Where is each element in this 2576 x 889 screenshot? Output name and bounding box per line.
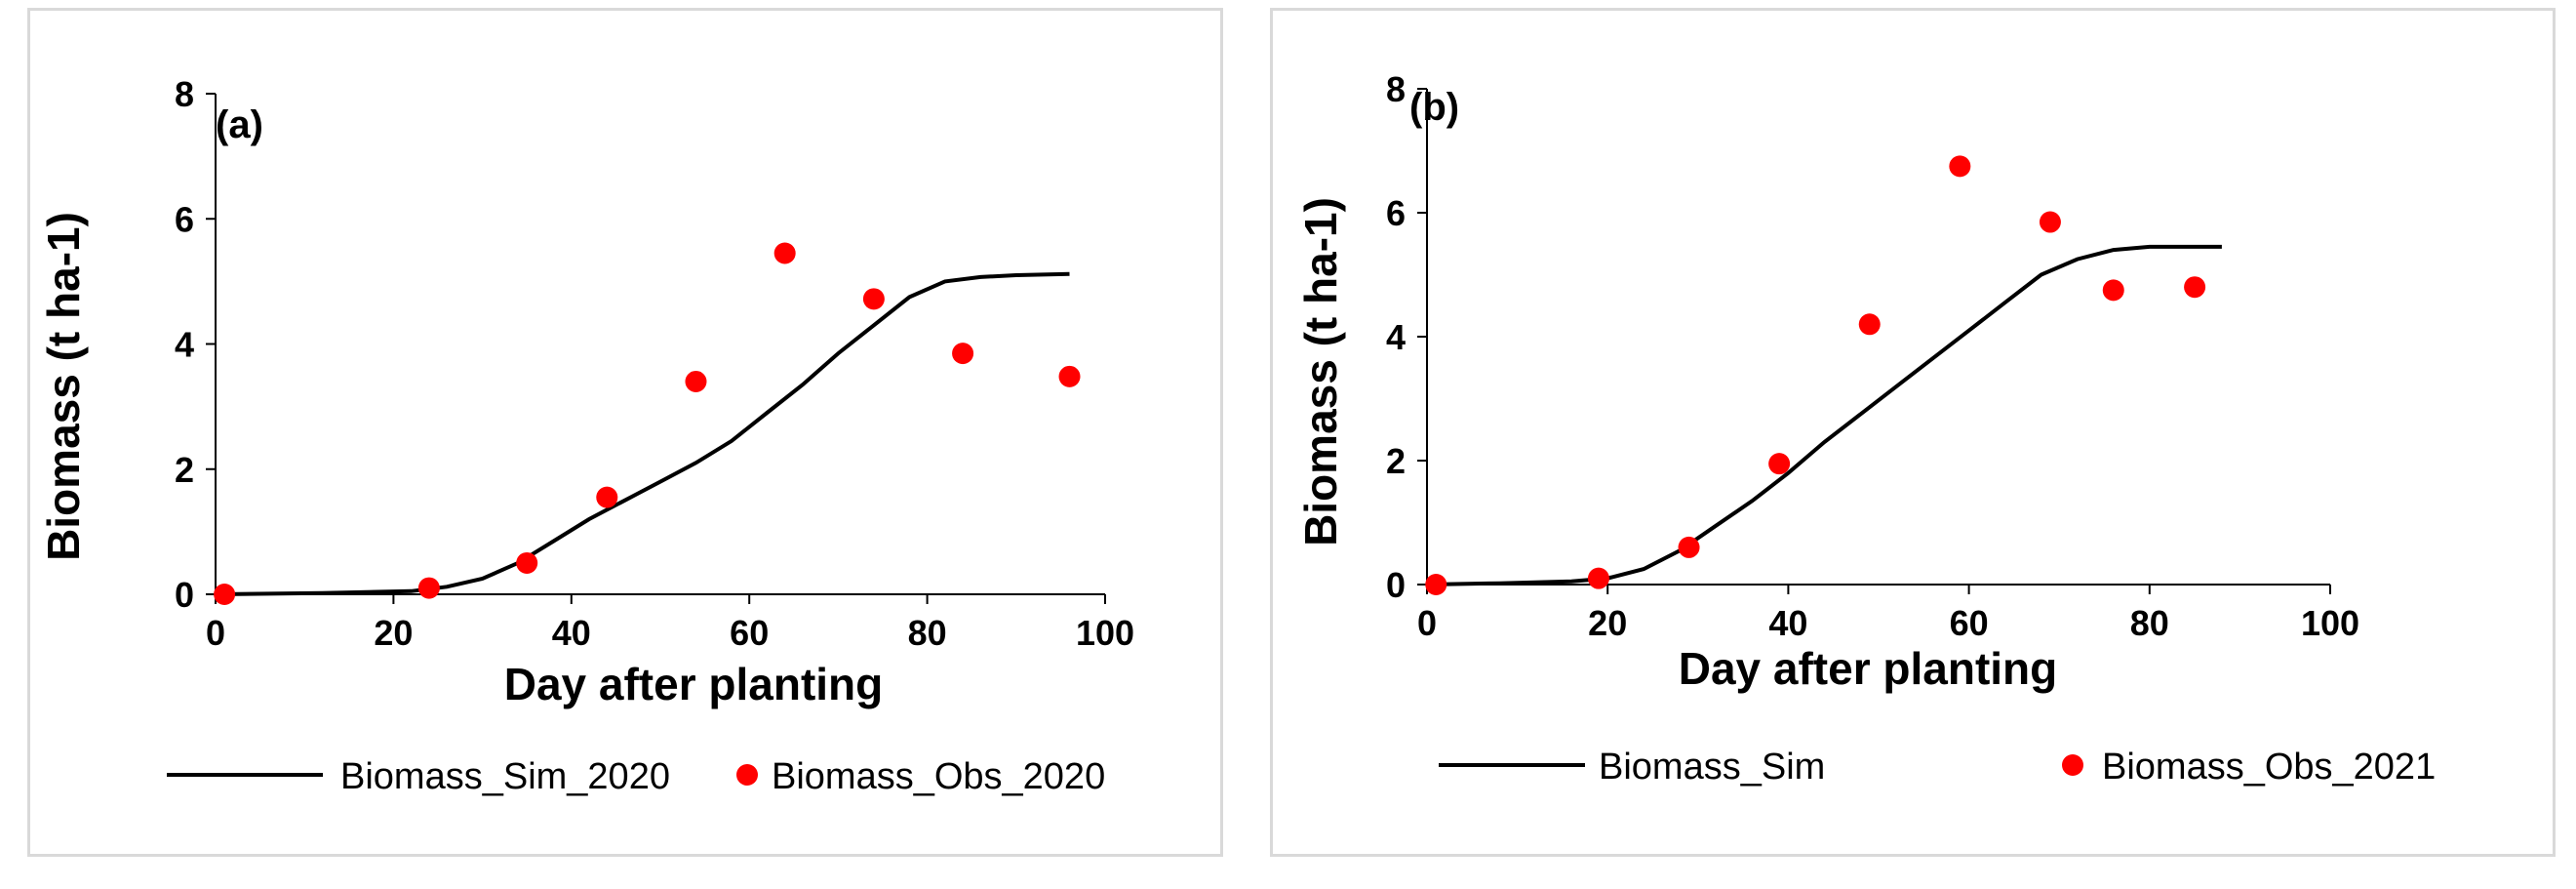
x-tick-label-b: 0 (1417, 603, 1437, 643)
legend-label-obs-2021: Biomass_Obs_2021 (2102, 747, 2436, 788)
panel-label-a: (a) (216, 103, 263, 146)
x-tick-label-a: 60 (730, 613, 769, 653)
data-point-a (773, 242, 796, 264)
x-axis-title-a: Day after planting (504, 659, 884, 709)
x-tick-label-b: 100 (2301, 603, 2359, 643)
y-tick-label-b: 4 (1386, 317, 1406, 357)
series-line-b (1426, 244, 2222, 586)
y-axis-title-a: Biomass (t ha-1) (38, 212, 89, 561)
data-point-a (214, 584, 236, 605)
data-point-b (1949, 155, 1971, 178)
data-point-b (2102, 279, 2124, 302)
x-tick-label-b: 60 (1950, 603, 1989, 643)
legend-label-obs-2020: Biomass_Obs_2020 (772, 756, 1105, 797)
y-tick-label-b: 8 (1386, 69, 1406, 109)
y-tick-label-a: 8 (175, 74, 194, 114)
data-point-b (2039, 211, 2061, 233)
series-line-a (215, 271, 1070, 596)
data-point-a (952, 343, 974, 365)
chart-a-svg: (a) Day after planting Biomass (t ha-1) … (38, 74, 1134, 797)
x-tick-label-b: 40 (1768, 603, 1807, 643)
data-point-a (596, 486, 618, 508)
x-tick-label-a: 80 (908, 613, 947, 653)
data-point-b (1768, 453, 1791, 475)
x-tick-label-a: 40 (552, 613, 591, 653)
x-tick-label-a: 20 (374, 613, 413, 653)
y-tick-label-a: 0 (175, 575, 194, 615)
data-point-b (1858, 313, 1881, 336)
y-tick-label-b: 6 (1386, 193, 1406, 233)
data-point-b (2184, 276, 2206, 299)
x-tick-label-b: 20 (1588, 603, 1627, 643)
y-tick-label-a: 2 (175, 450, 194, 490)
legend-label-sim: Biomass_Sim (1599, 747, 1825, 788)
legend-dot-swatch-a (736, 764, 758, 786)
x-tick-label-a: 100 (1076, 613, 1134, 653)
data-point-a (1058, 365, 1081, 387)
data-point-a (516, 551, 538, 574)
y-tick-label-a: 6 (175, 199, 194, 239)
y-tick-label-b: 0 (1386, 565, 1406, 605)
legend-label-sim-2020: Biomass_Sim_2020 (340, 756, 670, 797)
chart-b-svg: (b) Day after planting Biomass (t ha-1) … (1295, 69, 2436, 788)
chart-panel-a: (a) Day after planting Biomass (t ha-1) … (27, 8, 1223, 857)
x-axis-title-b: Day after planting (1679, 643, 2058, 694)
panel-label-b: (b) (1409, 86, 1459, 129)
chart-panel-b: (b) Day after planting Biomass (t ha-1) … (1270, 8, 2556, 857)
data-point-b (1587, 567, 1609, 589)
data-point-b (1678, 536, 1700, 558)
y-tick-label-a: 4 (175, 325, 194, 365)
data-point-a (862, 288, 885, 310)
y-axis-title-b: Biomass (t ha-1) (1295, 197, 1346, 546)
data-point-a (685, 370, 707, 392)
x-tick-label-b: 80 (2130, 603, 2169, 643)
data-point-a (417, 577, 440, 599)
legend-dot-swatch-b (2062, 754, 2083, 776)
x-tick-label-a: 0 (206, 613, 225, 653)
y-tick-label-b: 2 (1386, 441, 1406, 481)
data-point-b (1425, 574, 1447, 595)
